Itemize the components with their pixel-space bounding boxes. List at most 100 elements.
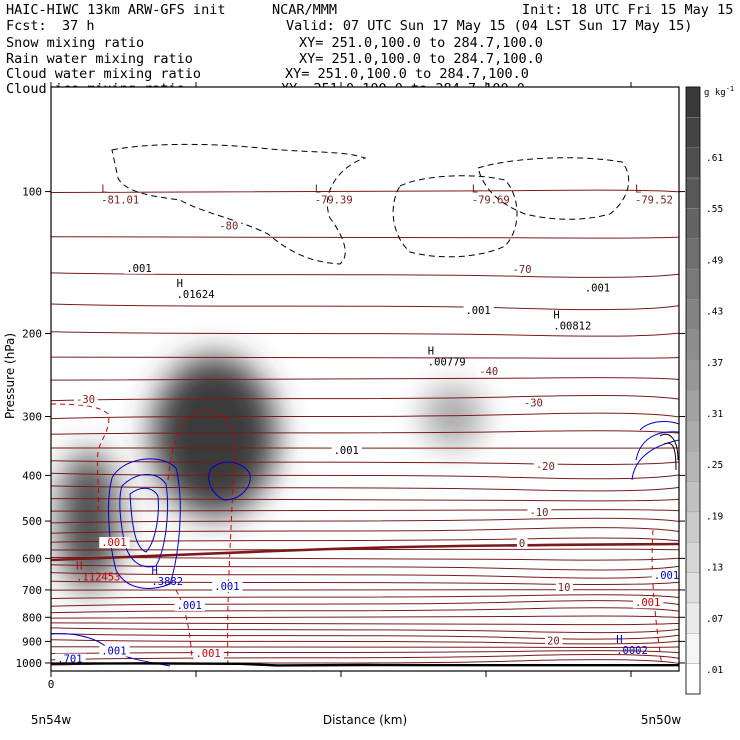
isotherm-525 [51,527,679,534]
rain-label-0: .001 [101,537,126,549]
y-tick-label-900: 900 [22,635,42,648]
snow-label-1: .001 [334,445,359,457]
x-end-label-left: 5n54w [31,713,72,727]
extremum-value-4: .01624 [177,289,215,301]
colorbar-swatch-1 [685,117,701,148]
isotherm-label-2: -40 [479,366,498,378]
field-name-rain: Rain water mixing ratio [6,51,193,67]
colorbar-tick-9: .55 [706,204,723,215]
isotherm-label-7-bg [555,582,573,594]
isotherm-725 [51,594,679,600]
isotherm-500 [51,517,679,524]
colorbar-swatch-19 [685,663,701,695]
colorbar-swatch-0 [685,86,701,118]
y-axis-label: Pressure (hPa) [3,333,17,419]
isotherm-825 [51,622,679,626]
cloud-water-label-4-bg [651,569,679,581]
cloud-water-label-2-bg [99,645,130,657]
field-name-snow: Snow mixing ratio [6,35,144,51]
y-tick-label-300: 300 [22,410,42,423]
extremum-value-6: .00812 [553,320,591,332]
x-tick-label-0: 0 [48,678,55,691]
isotherm-275 [51,395,679,402]
cloud-water-label-1-bg [174,599,205,611]
field-xy-cloud-water: XY= 251.0,100.0 to 284.7,100.0 [285,66,529,82]
rain-label-0-bg [99,537,130,549]
forecast-label: Fcst: [6,18,47,34]
y-tick-label-400: 400 [22,469,42,482]
extremum-marker-7: H [76,560,82,572]
colorbar-swatch-13 [685,481,701,513]
y-tick-label-700: 700 [22,584,42,597]
field-xy-snow: XY= 251.0,100.0 to 284.7,100.0 [299,35,543,51]
rain-label-2: .001 [635,597,660,609]
cloud-water-label-0: .001 [214,581,239,593]
colorbar-tick-4: .25 [706,460,723,471]
colorbar-tick-0: .01 [706,665,723,676]
colorbar-swatch-5 [685,238,701,270]
init-time: Init: 18 UTC Fri 15 May 15 [522,2,733,18]
cloud-water-label-1: .001 [177,600,202,612]
x-end-label-right: 5n50w [641,713,682,727]
isotherm-475 [51,509,679,512]
isotherm-label-3-bg [521,397,546,409]
rain-contour-shaft [175,589,193,661]
isotherm-575 [51,548,679,551]
extremum-value-3: -79.52 [635,195,673,207]
snow-label-3: .001 [585,283,610,295]
isotherm-925 [51,646,679,648]
isotherm-label-8-bg [545,635,563,647]
zero-degree-isotherm [51,542,679,562]
isotherm-label-0-bg [217,220,242,232]
colorbar-tick-7: .43 [706,307,723,318]
isotherm-label-5: -10 [530,507,549,519]
temperature-contours [51,189,679,666]
isotherm-775 [51,607,679,614]
y-tick-label-600: 600 [22,552,42,565]
model-title: HAIC-HIWC 13km ARW-GFS init [6,2,225,18]
colorbar-swatch-9 [685,359,701,391]
cloud-water-east [631,421,679,481]
isotherm-label-5-bg [527,506,552,518]
isotherm-label-2-bg [477,365,502,377]
snow-label-0-bg [124,262,155,274]
x-axis: 0 [48,82,632,691]
snow-contour-center [392,175,518,258]
cloud-water-inner [129,487,159,553]
cloud-water-mid [119,474,168,568]
colorbar-swatch-6 [685,268,701,300]
cloud-water-label-0-bg [212,580,243,592]
isotherm-label-extra-30: -30 [76,394,95,406]
isotherm-950 [51,650,679,655]
colorbar: .01 .07 .13 .19 .25 .31 .37 .43 .49 .55 .61 [685,86,723,695]
y-tick-label-500: 500 [22,515,42,528]
y-tick-label-100: 100 [22,186,42,199]
dashed-mixing-ratio-contours [51,143,663,667]
extremum-marker-8: H [151,565,157,577]
colorbar-swatch-3 [685,177,701,209]
snow-label-2-bg [463,305,494,317]
snow-label-0: .001 [126,263,151,275]
snow-label-2: .001 [465,305,490,317]
rain-contour-east [651,529,663,667]
isotherm-label-6-bg [516,537,528,549]
isotherm-label-8: 20 [547,635,560,647]
rain-contour-center [167,409,235,667]
colorbar-tick-2: .13 [706,563,723,574]
isotherm-150 [51,272,679,278]
isotherm-225 [51,356,679,359]
extremum-value-7: .112453 [76,571,120,583]
isotherm-125 [51,236,679,239]
isotherm-850 [51,627,679,634]
y-tick-label-800: 800 [22,611,42,624]
snow-label-1-bg [331,444,362,456]
extremum-marker-1: L [315,184,321,196]
isotherm-875 [51,632,679,640]
isotherm-label-4: -20 [536,461,555,473]
isotherm-800 [51,615,679,619]
isotherm-label-extra-30-bg [74,393,98,405]
snow-contour-east-edge [659,433,679,471]
colorbar-tick-1: .07 [706,614,723,625]
colorbar-swatch-7 [685,299,701,331]
